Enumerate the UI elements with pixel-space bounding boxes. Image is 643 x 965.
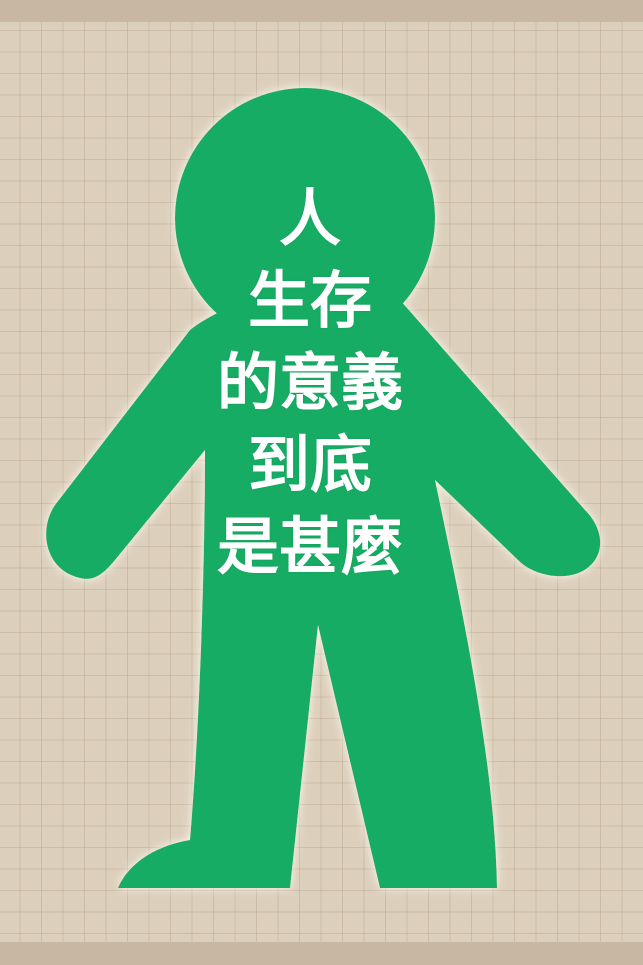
caption-line-1: 人 <box>278 182 341 255</box>
caption-line-4: 到底 <box>247 428 372 501</box>
poster-caption: 人 生存 的意義 到底 是甚麼 <box>160 178 460 588</box>
caption-line-2: 生存 <box>247 264 372 337</box>
caption-line-5: 是甚麼 <box>216 510 403 583</box>
caption-line-3: 的意義 <box>216 346 403 419</box>
figure-head <box>175 88 435 348</box>
figure-body <box>46 268 601 888</box>
